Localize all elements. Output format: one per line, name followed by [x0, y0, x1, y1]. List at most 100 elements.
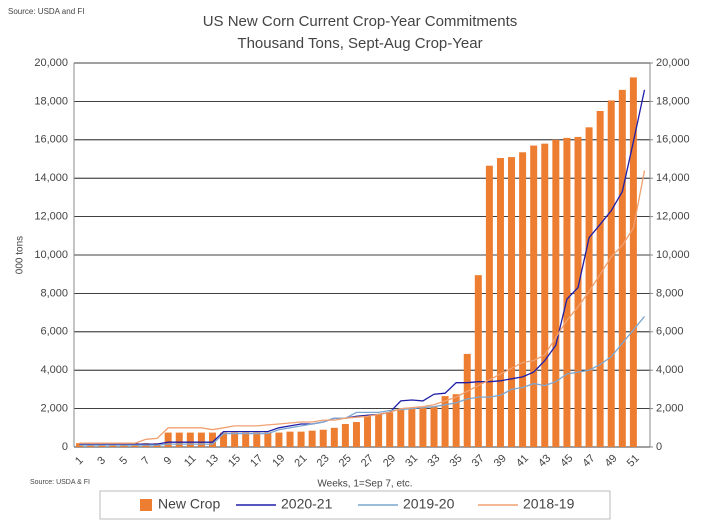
bar — [519, 152, 527, 447]
bar — [386, 412, 394, 447]
x-tick-label: 19 — [270, 452, 287, 469]
y-tick-label: 8,000 — [40, 287, 68, 299]
y-tick-label: 6,000 — [40, 326, 68, 338]
bar — [286, 431, 294, 447]
bar — [341, 423, 349, 447]
bar — [375, 414, 383, 447]
bar — [197, 432, 205, 447]
line — [79, 315, 646, 446]
bar — [552, 139, 560, 448]
legend-swatch — [140, 499, 152, 511]
x-tick-label: 33 — [425, 452, 442, 469]
bar — [186, 432, 194, 447]
y2-tick-label: 4,000 — [656, 364, 684, 376]
bar — [563, 137, 571, 447]
bar — [208, 432, 216, 447]
bar — [574, 136, 582, 448]
bar — [175, 432, 183, 447]
y2-tick-label: 12,000 — [656, 211, 690, 223]
x-tick-label: 39 — [492, 452, 509, 469]
bar — [231, 432, 239, 447]
bar — [485, 165, 493, 447]
bar — [463, 353, 471, 447]
bar — [541, 143, 549, 447]
bar — [397, 409, 405, 447]
y2-tick-label: 16,000 — [656, 134, 690, 146]
y2-tick-label: 10,000 — [656, 249, 690, 261]
bar — [297, 431, 305, 447]
legend-box — [99, 490, 611, 520]
x-tick-label: 43 — [536, 452, 553, 469]
y2-tick-label: 20,000 — [656, 57, 690, 69]
x-tick-label: 5 — [117, 455, 130, 468]
legend-label: 2020-21 — [281, 496, 333, 512]
y-tick-label: 16,000 — [34, 134, 68, 146]
x-tick-label: 23 — [315, 452, 332, 469]
bar — [242, 432, 250, 447]
x-tick-label: 7 — [140, 455, 153, 468]
x-tick-label: 29 — [381, 452, 398, 469]
y-tick-label: 4,000 — [40, 364, 68, 376]
bar — [164, 432, 172, 447]
bar — [430, 406, 438, 447]
y-tick-label: 12,000 — [34, 211, 68, 223]
bar — [629, 77, 637, 448]
bar — [496, 158, 504, 448]
bar — [408, 408, 416, 447]
x-tick-label: 35 — [448, 452, 465, 469]
line — [79, 89, 646, 445]
y-tick-label: 10,000 — [34, 249, 68, 261]
line — [79, 170, 646, 444]
bar — [308, 430, 316, 447]
bar — [275, 432, 283, 447]
bar — [474, 275, 482, 447]
y-tick-label: 20,000 — [34, 57, 68, 69]
x-tick-label: 45 — [558, 452, 575, 469]
bar — [220, 432, 228, 447]
chart-subtitle: Thousand Tons, Sept-Aug Crop-Year — [237, 35, 482, 52]
chart-title: US New Corn Current Crop-Year Commitment… — [203, 13, 518, 30]
x-tick-label: 1 — [73, 455, 86, 468]
x-tick-label: 37 — [470, 452, 487, 469]
y2-tick-label: 8,000 — [656, 287, 684, 299]
bar — [352, 422, 360, 447]
y-tick-label: 0 — [62, 441, 68, 453]
y2-tick-label: 2,000 — [656, 403, 684, 415]
bar — [607, 100, 615, 447]
legend-label: New Crop — [158, 496, 220, 512]
x-tick-label: 31 — [403, 452, 420, 469]
x-axis-label: Weeks, 1=Sep 7, etc. — [317, 479, 412, 490]
legend-label: 2018-19 — [523, 496, 575, 512]
bar — [319, 429, 327, 447]
x-tick-label: 25 — [337, 452, 354, 469]
source-note: Source: USDA & FI — [30, 479, 90, 486]
bar — [330, 427, 338, 447]
bar — [508, 157, 516, 447]
x-tick-label: 41 — [514, 452, 531, 469]
x-tick-label: 27 — [359, 452, 376, 469]
x-tick-label: 15 — [226, 452, 243, 469]
x-tick-label: 17 — [248, 452, 265, 469]
y-tick-label: 2,000 — [40, 403, 68, 415]
bar — [441, 396, 449, 447]
bar — [585, 127, 593, 447]
bar — [530, 145, 538, 447]
x-tick-label: 21 — [292, 452, 309, 469]
x-tick-label: 47 — [580, 452, 597, 469]
bar — [364, 416, 372, 447]
bar — [419, 407, 427, 447]
bar — [618, 89, 626, 447]
x-tick-label: 49 — [603, 452, 620, 469]
bar — [596, 111, 604, 447]
y2-tick-label: 6,000 — [656, 326, 684, 338]
bar — [452, 394, 460, 447]
x-tick-label: 3 — [95, 455, 108, 468]
y-axis-label: 000 tons — [15, 236, 26, 274]
y-tick-label: 18,000 — [34, 95, 68, 107]
x-tick-label: 11 — [182, 453, 199, 470]
legend-label: 2019-20 — [403, 496, 455, 512]
y2-tick-label: 0 — [656, 441, 662, 453]
source-note: Source: USDA and FI — [8, 7, 84, 16]
x-tick-label: 9 — [162, 455, 175, 468]
